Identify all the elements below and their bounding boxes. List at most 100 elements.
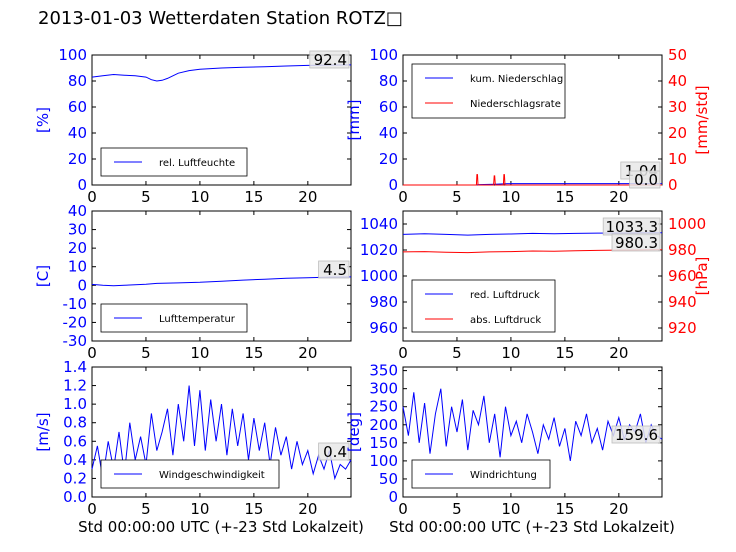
pressure-y2tick-label: 920	[668, 319, 697, 337]
winddirection-xtick-label: 0	[398, 500, 408, 518]
temperature-xtick-label: 10	[190, 344, 209, 362]
winddirection-ytick-label: 200	[369, 416, 398, 434]
temperature-ytick-label: 20	[68, 239, 87, 257]
precipitation-y2tick-label: 40	[668, 72, 687, 90]
precipitation-xtick-label: 20	[609, 188, 628, 206]
temperature-ytick-label: 40	[68, 202, 87, 220]
precipitation-xtick-label: 15	[555, 188, 574, 206]
precipitation-xtick-label: 0	[398, 188, 408, 206]
windspeed-ytick-label: 1.4	[63, 358, 87, 376]
pressure-y2tick-label: 1000	[668, 215, 706, 233]
temperature-xtick-label: 0	[87, 344, 97, 362]
precipitation-ytick-label: 80	[379, 72, 398, 90]
temperature-last-value-bg	[318, 260, 350, 279]
pressure-ytick-label: 1020	[360, 241, 398, 259]
precipitation-y2tick-label: 20	[668, 124, 687, 142]
winddirection-ytick-label: 300	[369, 380, 398, 398]
windspeed-ytick-label: 0.8	[63, 414, 87, 432]
windspeed-ylabel: [m/s]	[34, 412, 52, 451]
humidity-xtick-label: 5	[141, 188, 151, 206]
humidity-xtick-label: 20	[298, 188, 317, 206]
precipitation-legend-label-1: Niederschlagsrate	[470, 99, 561, 110]
pressure-ytick-label: 1040	[360, 215, 398, 233]
winddirection-ytick-label: 50	[379, 470, 398, 488]
temperature-xtick-label: 15	[244, 344, 263, 362]
humidity-ytick-label: 100	[58, 46, 87, 64]
humidity-last-value-bg	[309, 50, 350, 69]
winddirection-xtick-label: 5	[452, 500, 462, 518]
pressure-ytick-label: 1000	[360, 267, 398, 285]
winddirection-series-line-0	[402, 388, 663, 461]
xlabel-right: Std 00:00:00 UTC (+-23 Std Lokalzeit)	[389, 518, 675, 536]
windspeed-ytick-label: 0.2	[63, 469, 87, 487]
temperature-ytick-label: -30	[63, 332, 88, 350]
windspeed-xtick-label: 10	[190, 500, 209, 518]
pressure-ytick-label: 960	[369, 319, 398, 337]
windspeed-xtick-label: 0	[87, 500, 97, 518]
xlabel-left: Std 00:00:00 UTC (+-23 Std Lokalzeit)	[78, 518, 364, 536]
pressure-xtick-label: 0	[398, 344, 408, 362]
humidity-ytick-label: 40	[68, 124, 87, 142]
winddirection-xtick-label: 20	[609, 500, 628, 518]
pressure-y2tick-label: 940	[668, 293, 697, 311]
pressure-xtick-label: 15	[555, 344, 574, 362]
temperature-ytick-label: 10	[68, 258, 87, 276]
windspeed-ytick-label: 0.6	[63, 432, 87, 450]
precipitation-series-line-1	[403, 174, 662, 186]
humidity-ytick-label: 0	[77, 176, 87, 194]
precipitation-ytick-label: 40	[379, 124, 398, 142]
pressure-legend-label-0: red. Luftdruck	[470, 290, 540, 301]
windspeed-xtick-label: 5	[141, 500, 151, 518]
winddirection-xtick-label: 10	[501, 500, 520, 518]
precipitation-ytick-label: 60	[379, 98, 398, 116]
winddirection-last-value: 159.6	[615, 426, 658, 444]
precipitation-ytick-label: 20	[379, 150, 398, 168]
humidity-ytick-label: 80	[68, 72, 87, 90]
windspeed-last-value-bg	[318, 442, 350, 461]
precipitation-y2tick-label: 0	[668, 176, 678, 194]
winddirection-xtick-label: 15	[555, 500, 574, 518]
humidity-legend-label-0: rel. Luftfeuchte	[159, 158, 235, 169]
winddirection-ytick-label: 0	[388, 488, 398, 506]
humidity-last-value: 92.4	[314, 51, 347, 69]
humidity-ytick-label: 20	[68, 150, 87, 168]
winddirection-ytick-label: 250	[369, 398, 398, 416]
humidity-xtick-label: 0	[87, 188, 97, 206]
temperature-legend-label-0: Lufttemperatur	[159, 314, 236, 325]
windspeed-ytick-label: 1.0	[63, 395, 87, 413]
temperature-xtick-label: 20	[298, 344, 317, 362]
pressure-xtick-label: 5	[452, 344, 462, 362]
precipitation-xtick-label: 5	[452, 188, 462, 206]
precipitation-y2tick-label: 30	[668, 98, 687, 116]
precipitation-y2tick-label: 50	[668, 46, 687, 64]
temperature-ytick-label: -10	[63, 295, 88, 313]
humidity-series-line-0	[91, 64, 352, 82]
pressure-last-value-2: 980.3	[615, 234, 658, 252]
winddirection-last-value-bg	[611, 425, 661, 444]
winddirection-ytick-label: 100	[369, 452, 398, 470]
precipitation-ylabel: [mm]	[345, 100, 363, 141]
pressure-y2tick-label: 960	[668, 267, 697, 285]
pressure-legend-label-1: abs. Luftdruck	[470, 315, 541, 326]
temperature-ytick-label: -20	[63, 313, 88, 331]
windspeed-xtick-label: 20	[298, 500, 317, 518]
pressure-legend-box	[411, 279, 556, 333]
winddirection-legend-label-0: Windrichtung	[470, 470, 537, 481]
windspeed-ytick-label: 0.4	[63, 451, 87, 469]
precipitation-xtick-label: 10	[501, 188, 520, 206]
temperature-ytick-label: 0	[77, 276, 87, 294]
winddirection-ytick-label: 150	[369, 434, 398, 452]
precipitation-ytick-label: 0	[388, 176, 398, 194]
temperature-xtick-label: 5	[141, 344, 151, 362]
precipitation-ytick-label: 100	[369, 46, 398, 64]
humidity-ytick-label: 60	[68, 98, 87, 116]
pressure-ytick-label: 980	[369, 293, 398, 311]
winddirection-ylabel: [deg]	[345, 412, 363, 452]
chart-title: 2013-01-03 Wetterdaten Station ROTZ□	[38, 8, 403, 29]
windspeed-ytick-label: 1.2	[63, 377, 87, 395]
temperature-ylabel: [C]	[34, 265, 52, 287]
humidity-xtick-label: 10	[190, 188, 209, 206]
temperature-series-line-0	[91, 276, 352, 287]
precipitation-last-value-2: 0.0	[634, 171, 658, 189]
pressure-xtick-label: 10	[501, 344, 520, 362]
